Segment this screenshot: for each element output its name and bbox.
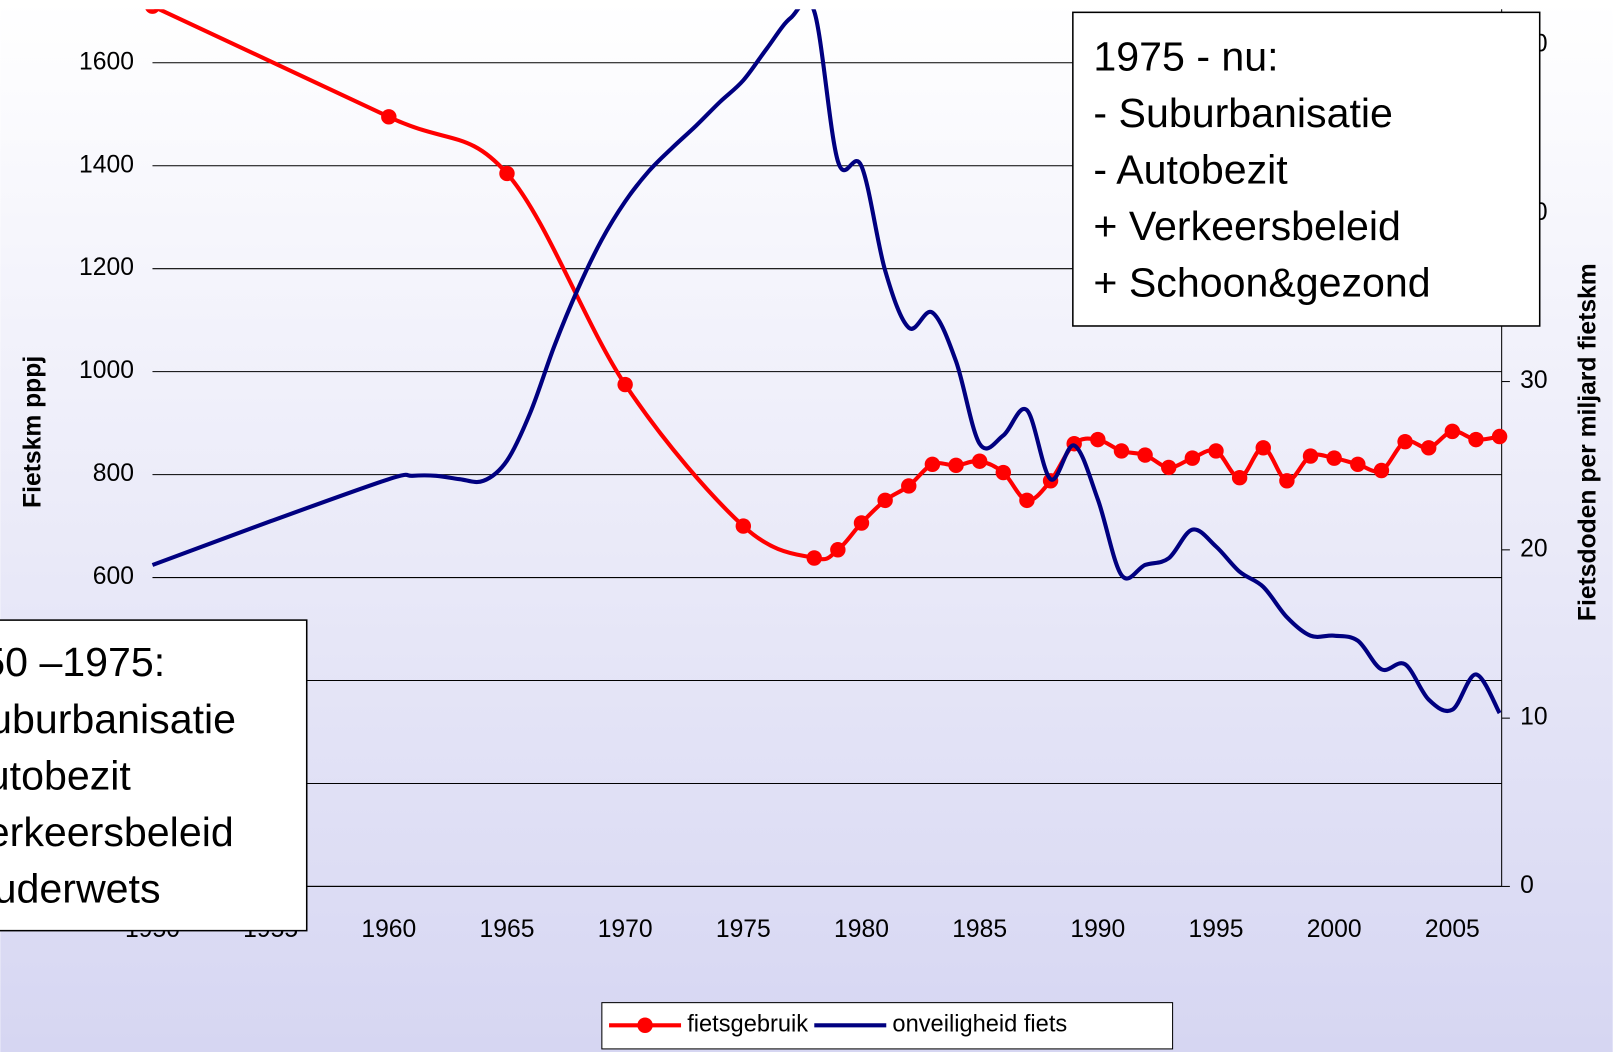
data-point <box>1019 492 1035 509</box>
data-point <box>1420 440 1437 456</box>
annotation-box <box>0 619 308 932</box>
annotation-text: + Schoon&gezond <box>1093 260 1430 306</box>
data-point <box>1444 423 1461 440</box>
x-tick-label: 1965 <box>480 916 535 943</box>
x-tick-label: 2005 <box>1425 916 1480 943</box>
legend-box <box>601 1002 1174 1050</box>
data-point <box>1326 450 1342 466</box>
data-point <box>617 376 633 393</box>
annotation-text: - Autobezit <box>1093 147 1288 193</box>
data-point <box>1090 431 1106 448</box>
data-point <box>381 109 397 125</box>
data-point <box>1137 447 1153 463</box>
y-tick-label: 1200 <box>79 254 134 281</box>
y-axis-label: Fietskm pppj <box>20 356 47 508</box>
series-line <box>151 9 1502 715</box>
y2-tick-label: 10 <box>1520 704 1547 731</box>
y2-tick-label: 20 <box>1520 535 1547 562</box>
data-point <box>1397 433 1413 450</box>
annotation-text: - Suburbanisatie <box>1093 90 1392 136</box>
x-tick-label: 1975 <box>716 916 771 943</box>
data-point <box>1468 431 1484 448</box>
data-point <box>1302 448 1319 464</box>
legend-label: onveiligheid fiets <box>892 1012 1067 1038</box>
y2-axis-label: Fietsdoden per miljard fietskm <box>1575 263 1602 621</box>
y-tick-label: 600 <box>93 563 134 590</box>
annotation-text: 1950 –1975: <box>0 639 165 685</box>
data-point <box>1184 450 1201 466</box>
data-point <box>1231 469 1248 486</box>
data-point <box>499 165 515 182</box>
data-point <box>971 453 988 469</box>
data-point <box>877 492 893 509</box>
data-point <box>948 457 964 474</box>
data-point <box>1161 459 1177 476</box>
data-point <box>830 542 846 558</box>
y-tick-label: 1000 <box>79 357 134 384</box>
legend: fietsgebruik onveiligheid fiets <box>601 1002 1174 1050</box>
data-point <box>1350 456 1366 473</box>
data-point <box>806 550 822 566</box>
data-point <box>853 515 870 531</box>
y-tick-label: 800 <box>93 460 134 487</box>
data-point <box>1279 473 1295 489</box>
y2-tick-label: 0 <box>1520 872 1534 899</box>
data-point <box>1208 443 1224 459</box>
data-point <box>1373 462 1390 479</box>
annotation-text: - Suburbanisatie <box>0 696 236 742</box>
x-tick-label: 1960 <box>361 916 416 943</box>
data-point <box>145 9 160 14</box>
data-point <box>1491 428 1508 445</box>
legend-marker <box>637 1017 653 1033</box>
data-point <box>924 456 941 473</box>
data-point <box>901 478 917 494</box>
x-tick-label: 2000 <box>1307 916 1362 943</box>
annotation-text: 1975 - nu: <box>1093 34 1278 80</box>
legend-label: fietsgebruik <box>687 1012 808 1038</box>
data-point <box>1113 443 1130 459</box>
annotations: 1975 - nu: - Suburbanisatie - Autobezit + V… <box>0 11 1541 932</box>
y-tick-label: 1400 <box>79 151 134 178</box>
annotation-text: - Autobezit <box>0 752 131 798</box>
annotation-text: - Ouderwets <box>0 865 161 911</box>
x-tick-label: 1985 <box>952 916 1007 943</box>
x-tick-label: 1970 <box>598 916 653 943</box>
x-tick-label: 1995 <box>1189 916 1244 943</box>
annotation-box <box>1072 11 1541 327</box>
annotation-text: - Verkeersbeleid <box>0 809 234 855</box>
x-tick-label: 1990 <box>1070 916 1125 943</box>
plot-area <box>145 9 1508 715</box>
y2-tick-label: 30 <box>1520 367 1547 394</box>
y-tick-label: 1600 <box>79 48 134 75</box>
annotation-text: + Verkeersbeleid <box>1093 203 1401 249</box>
data-point <box>995 464 1012 481</box>
data-point <box>735 518 752 534</box>
data-point <box>1255 440 1271 456</box>
x-tick-label: 1980 <box>834 916 889 943</box>
